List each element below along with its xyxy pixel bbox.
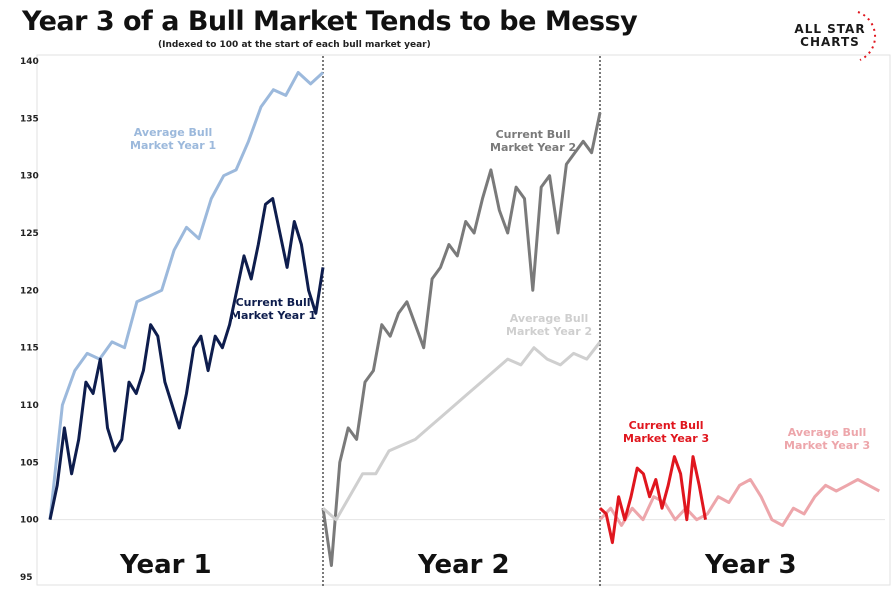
series-line-current-bull-market-year-3 (598, 455, 707, 545)
label-current-year-1: Current Bull Market Year 1 (230, 296, 317, 322)
y-tick-label: 140 (20, 57, 39, 67)
label-average-year-2: Average Bull Market Year 2 (506, 312, 593, 338)
chart-subtitle: (Indexed to 100 at the start of each bul… (158, 40, 431, 50)
y-tick-label: 135 (20, 114, 39, 124)
y-tick-label: 95 (20, 573, 33, 583)
logo-line-1: ALL STAR (794, 22, 866, 36)
y-tick-label: 105 (20, 458, 39, 468)
panel-label-year-2: Year 2 (418, 550, 510, 580)
plot-border (36, 54, 891, 586)
logo-line-2: CHARTS (800, 35, 860, 49)
panel-label-year-3: Year 3 (705, 550, 797, 580)
label-average-year-3: Average Bull Market Year 3 (784, 426, 871, 452)
series-line-average-bull-market-year-2 (322, 340, 602, 522)
all-star-charts-logo: ALL STAR CHARTS (788, 8, 880, 64)
y-tick-label: 110 (20, 401, 39, 411)
y-tick-label: 125 (20, 229, 39, 239)
label-current-year-2: Current Bull Market Year 2 (490, 128, 577, 154)
y-tick-label: 130 (20, 172, 39, 182)
panel-label-year-1: Year 1 (120, 550, 212, 580)
series-line-average-bull-market-year-1 (48, 71, 325, 520)
y-tick-label: 115 (20, 344, 39, 354)
series-line-current-bull-market-year-2 (321, 112, 602, 567)
series-line-current-bull-market-year-1 (48, 197, 325, 521)
label-current-year-3: Current Bull Market Year 3 (623, 419, 710, 445)
y-tick-label: 120 (20, 286, 39, 296)
series-line-average-bull-market-year-3 (598, 478, 881, 527)
y-tick-label: 100 (20, 516, 39, 526)
star-ring-icon (857, 11, 877, 61)
label-average-year-1: Average Bull Market Year 1 (130, 126, 217, 152)
chart-title: Year 3 of a Bull Market Tends to be Mess… (22, 6, 638, 37)
